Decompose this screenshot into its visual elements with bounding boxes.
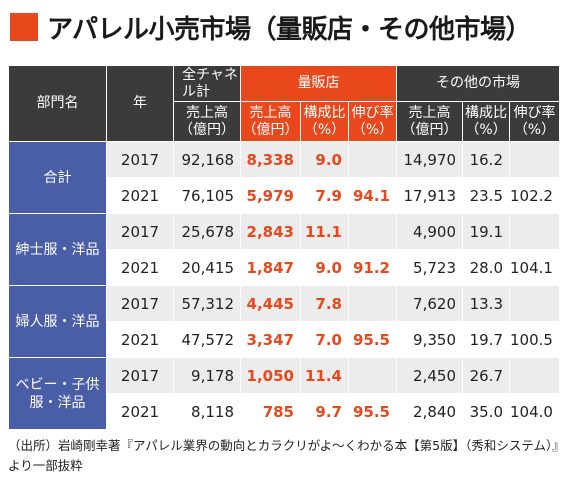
- header-other-share: 構成比（%）: [462, 101, 510, 142]
- header-all-sales: 売上高（億円）: [173, 101, 241, 142]
- all-sales-cell: 57,312: [173, 285, 241, 322]
- mass-sales-cell: 8,338: [240, 141, 301, 178]
- mass-growth-cell: 95.5: [348, 393, 397, 430]
- all-sales-cell: 92,168: [173, 141, 241, 178]
- mass-growth-cell: [348, 285, 397, 322]
- other-growth-cell: 100.5: [509, 321, 560, 358]
- all-sales-cell: 76,105: [173, 177, 241, 214]
- table-row: 2021 8,118 785 9.7 95.5 2,840 35.0 104.0: [9, 393, 560, 430]
- mass-share-cell: 7.0: [300, 321, 349, 358]
- table-row: 2021 76,105 5,979 7.9 94.1 17,913 23.5 1…: [9, 177, 560, 214]
- header-mass-growth: 伸び率（%）: [348, 101, 397, 142]
- all-sales-cell: 20,415: [173, 249, 241, 286]
- mass-sales-cell: 2,843: [240, 213, 301, 250]
- table-row: 婦人服・洋品 2017 57,312 4,445 7.8 7,620 13.3: [8, 285, 560, 358]
- table-row: 2021 47,572 3,347 7.0 95.5 9,350 19.7 10…: [9, 321, 560, 358]
- table-row: 合計 2017 92,168 8,338 9.0 14,970 16.2: [8, 141, 560, 214]
- header-mass-retailers: 量販店: [240, 65, 397, 102]
- mass-share-cell: 7.9: [300, 177, 349, 214]
- header-all-channels: 全チャネル計: [173, 65, 241, 102]
- header-other-growth: 伸び率（%）: [509, 101, 560, 142]
- all-sales-cell: 9,178: [173, 357, 241, 394]
- other-share-cell: 16.2: [462, 141, 510, 178]
- other-growth-cell: 102.2: [509, 177, 560, 214]
- other-growth-cell: [509, 357, 560, 394]
- other-sales-cell: 2,840: [396, 393, 463, 430]
- mass-growth-cell: 91.2: [348, 249, 397, 286]
- mass-share-cell: 7.8: [300, 285, 349, 322]
- mass-share-cell: 9.0: [300, 249, 349, 286]
- other-share-cell: 28.0: [462, 249, 510, 286]
- all-sales-cell: 8,118: [173, 393, 241, 430]
- header-year: 年: [106, 65, 174, 142]
- table-row: 紳士服・洋品 2017 25,678 2,843 11.1 4,900 19.1: [8, 213, 560, 286]
- apparel-market-table: 部門名 年 全チャネル計 量販店 その他の市場 売上高（億円） 売上高（億円） …: [8, 65, 560, 430]
- mass-growth-cell: 94.1: [348, 177, 397, 214]
- year-cell: 2017: [106, 141, 174, 178]
- year-cell: 2017: [106, 213, 174, 250]
- other-sales-cell: 4,900: [396, 213, 463, 250]
- year-cell: 2021: [106, 249, 174, 286]
- mass-sales-cell: 3,347: [240, 321, 301, 358]
- year-cell: 2021: [106, 393, 174, 430]
- dept-label: 合計: [8, 141, 107, 214]
- table-row: 2021 20,415 1,847 9.0 91.2 5,723 28.0 10…: [9, 249, 560, 286]
- other-growth-cell: [509, 213, 560, 250]
- other-sales-cell: 7,620: [396, 285, 463, 322]
- other-share-cell: 19.7: [462, 321, 510, 358]
- other-share-cell: 35.0: [462, 393, 510, 430]
- source-note: （出所）岩崎剛幸著『アパレル業界の動向とカラクリがよ〜くわかる本【第5版】（秀和…: [8, 438, 559, 473]
- other-share-cell: 26.7: [462, 357, 510, 394]
- all-sales-cell: 25,678: [173, 213, 241, 250]
- mass-sales-cell: 785: [240, 393, 301, 430]
- title-marker: [10, 13, 38, 41]
- other-growth-cell: [509, 285, 560, 322]
- mass-growth-cell: [348, 141, 397, 178]
- title-bar: アパレル小売市場（量販店・その他市場）: [10, 10, 531, 45]
- dept-label: ベビー・子供服・洋品: [8, 357, 107, 430]
- header-mass-share: 構成比（%）: [300, 101, 349, 142]
- year-cell: 2017: [106, 285, 174, 322]
- mass-sales-cell: 5,979: [240, 177, 301, 214]
- year-cell: 2021: [106, 177, 174, 214]
- mass-share-cell: 11.1: [300, 213, 349, 250]
- header-other-markets: その他の市場: [396, 65, 560, 102]
- other-share-cell: 13.3: [462, 285, 510, 322]
- other-share-cell: 23.5: [462, 177, 510, 214]
- mass-sales-cell: 1,050: [240, 357, 301, 394]
- year-cell: 2017: [106, 357, 174, 394]
- other-share-cell: 19.1: [462, 213, 510, 250]
- mass-share-cell: 11.4: [300, 357, 349, 394]
- other-sales-cell: 17,913: [396, 177, 463, 214]
- mass-growth-cell: [348, 357, 397, 394]
- other-sales-cell: 5,723: [396, 249, 463, 286]
- other-sales-cell: 9,350: [396, 321, 463, 358]
- other-growth-cell: 104.1: [509, 249, 560, 286]
- page-title: アパレル小売市場（量販店・その他市場）: [47, 14, 531, 45]
- mass-sales-cell: 4,445: [240, 285, 301, 322]
- other-sales-cell: 14,970: [396, 141, 463, 178]
- all-sales-cell: 47,572: [173, 321, 241, 358]
- mass-share-cell: 9.7: [300, 393, 349, 430]
- other-sales-cell: 2,450: [396, 357, 463, 394]
- other-growth-cell: 104.0: [509, 393, 560, 430]
- dept-label: 紳士服・洋品: [8, 213, 107, 286]
- header-other-sales: 売上高（億円）: [396, 101, 463, 142]
- mass-sales-cell: 1,847: [240, 249, 301, 286]
- header-dept: 部門名: [8, 65, 107, 142]
- mass-growth-cell: [348, 213, 397, 250]
- mass-share-cell: 9.0: [300, 141, 349, 178]
- dept-label: 婦人服・洋品: [8, 285, 107, 358]
- other-growth-cell: [509, 141, 560, 178]
- year-cell: 2021: [106, 321, 174, 358]
- mass-growth-cell: 95.5: [348, 321, 397, 358]
- table-row: ベビー・子供服・洋品 2017 9,178 1,050 11.4 2,450 2…: [8, 357, 560, 430]
- header-mass-sales: 売上高（億円）: [240, 101, 301, 142]
